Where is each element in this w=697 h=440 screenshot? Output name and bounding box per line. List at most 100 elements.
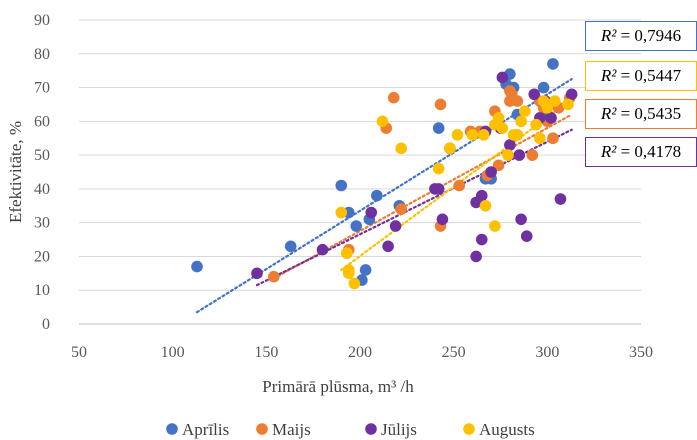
point-augusts [348, 277, 361, 290]
point-maijs [492, 159, 505, 172]
r2-symbol: R² [600, 66, 621, 85]
point-jūlijs [365, 206, 378, 219]
point-maijs [387, 91, 400, 104]
point-maijs [268, 270, 280, 283]
y-axis-title: Efektivitāte, % [6, 121, 25, 223]
x-tick-label: 250 [442, 344, 466, 361]
point-augusts [515, 115, 527, 128]
point-maijs [547, 132, 559, 145]
y-tick-label: 0 [42, 316, 50, 333]
x-axis-ticks: 50 100 150 200 250 300 350 [71, 344, 653, 361]
point-augusts [519, 105, 531, 117]
x-tick-label: 150 [254, 344, 278, 361]
y-tick-label: 80 [34, 46, 50, 63]
point-jūlijs [432, 183, 445, 195]
y-axis-ticks: 0 10 20 30 40 50 60 70 80 90 [34, 12, 50, 333]
point-maijs [526, 149, 539, 161]
legend-marker-maijs [256, 423, 268, 435]
point-jūlijs [565, 88, 578, 101]
y-tick-label: 10 [34, 282, 50, 299]
point-jūlijs [545, 112, 557, 124]
y-tick-label: 30 [34, 215, 50, 232]
x-tick-label: 100 [161, 344, 185, 361]
legend: Aprīlis Maijs Jūlijs Augusts [166, 420, 535, 439]
point-jūlijs [513, 149, 526, 161]
point-aprīlis [432, 122, 445, 134]
point-augusts [341, 247, 353, 259]
point-augusts [549, 95, 561, 107]
r2-symbol: R² [600, 142, 621, 161]
point-augusts [502, 149, 514, 161]
point-jūlijs [436, 213, 449, 226]
point-jūlijs [389, 220, 402, 232]
r2-label-julijs: R² = 0,4178 [585, 137, 697, 167]
legend-label-augusts: Augusts [479, 420, 535, 439]
y-tick-label: 40 [34, 181, 50, 198]
point-augusts [444, 142, 456, 155]
point-jūlijs [528, 88, 541, 101]
point-aprīlis [350, 220, 363, 232]
r2-label-augusts: R² = 0,5447 [585, 61, 697, 91]
point-jūlijs [382, 240, 394, 253]
point-augusts [534, 132, 546, 145]
y-tick-label: 50 [34, 147, 50, 164]
point-maijs [395, 203, 408, 215]
point-augusts [479, 199, 492, 212]
point-augusts [541, 102, 554, 114]
point-aprīlis [547, 58, 559, 70]
point-augusts [342, 264, 355, 276]
r2-value: = 0,4178 [620, 142, 682, 161]
point-jūlijs [316, 243, 329, 256]
data-points [191, 58, 578, 290]
point-jūlijs [554, 193, 567, 205]
point-jūlijs [520, 230, 533, 242]
point-augusts [530, 118, 542, 131]
point-jūlijs [475, 189, 488, 202]
point-augusts [376, 115, 389, 128]
y-tick-label: 60 [34, 113, 50, 130]
point-aprīlis [537, 81, 550, 94]
point-augusts [477, 129, 490, 141]
point-aprīlis [284, 240, 297, 253]
point-augusts [466, 129, 479, 141]
point-maijs [511, 95, 524, 107]
point-aprīlis [335, 179, 348, 192]
y-tick-label: 90 [34, 12, 50, 29]
x-tick-label: 350 [629, 344, 653, 361]
x-tick-label: 200 [348, 344, 372, 361]
point-augusts [395, 142, 408, 155]
y-tick-label: 20 [34, 248, 50, 265]
x-tick-label: 50 [71, 344, 87, 361]
point-aprīlis [371, 189, 383, 202]
legend-label-aprīlis: Aprīlis [182, 420, 229, 439]
r2-symbol: R² [600, 104, 621, 123]
point-jūlijs [470, 250, 482, 263]
r2-value: = 0,5447 [620, 66, 682, 85]
point-aprīlis [359, 264, 372, 276]
point-augusts [432, 162, 445, 175]
point-jūlijs [496, 71, 509, 84]
x-axis-title: Primārā plūsma, m³ /h [262, 377, 414, 396]
point-augusts [562, 98, 574, 111]
point-jūlijs [251, 267, 263, 280]
gridlines [79, 19, 641, 325]
r2-value: = 0,5435 [620, 104, 682, 123]
legend-marker-aprīlis [166, 423, 178, 435]
point-augusts [451, 129, 464, 141]
point-maijs [453, 179, 466, 192]
legend-marker-jūlijs [365, 423, 377, 435]
r2-value: = 0,7946 [620, 26, 682, 45]
point-augusts [511, 129, 524, 141]
y-tick-label: 70 [34, 80, 50, 97]
point-jūlijs [485, 166, 497, 178]
r2-label-maijs: R² = 0,5435 [585, 99, 697, 129]
point-augusts [489, 220, 501, 232]
point-augusts [335, 206, 348, 219]
legend-marker-augusts [463, 423, 475, 435]
point-jūlijs [475, 233, 488, 246]
legend-label-maijs: Maijs [272, 420, 311, 439]
point-jūlijs [504, 139, 516, 151]
x-tick-label: 300 [535, 344, 559, 361]
r2-symbol: R² [600, 26, 621, 45]
